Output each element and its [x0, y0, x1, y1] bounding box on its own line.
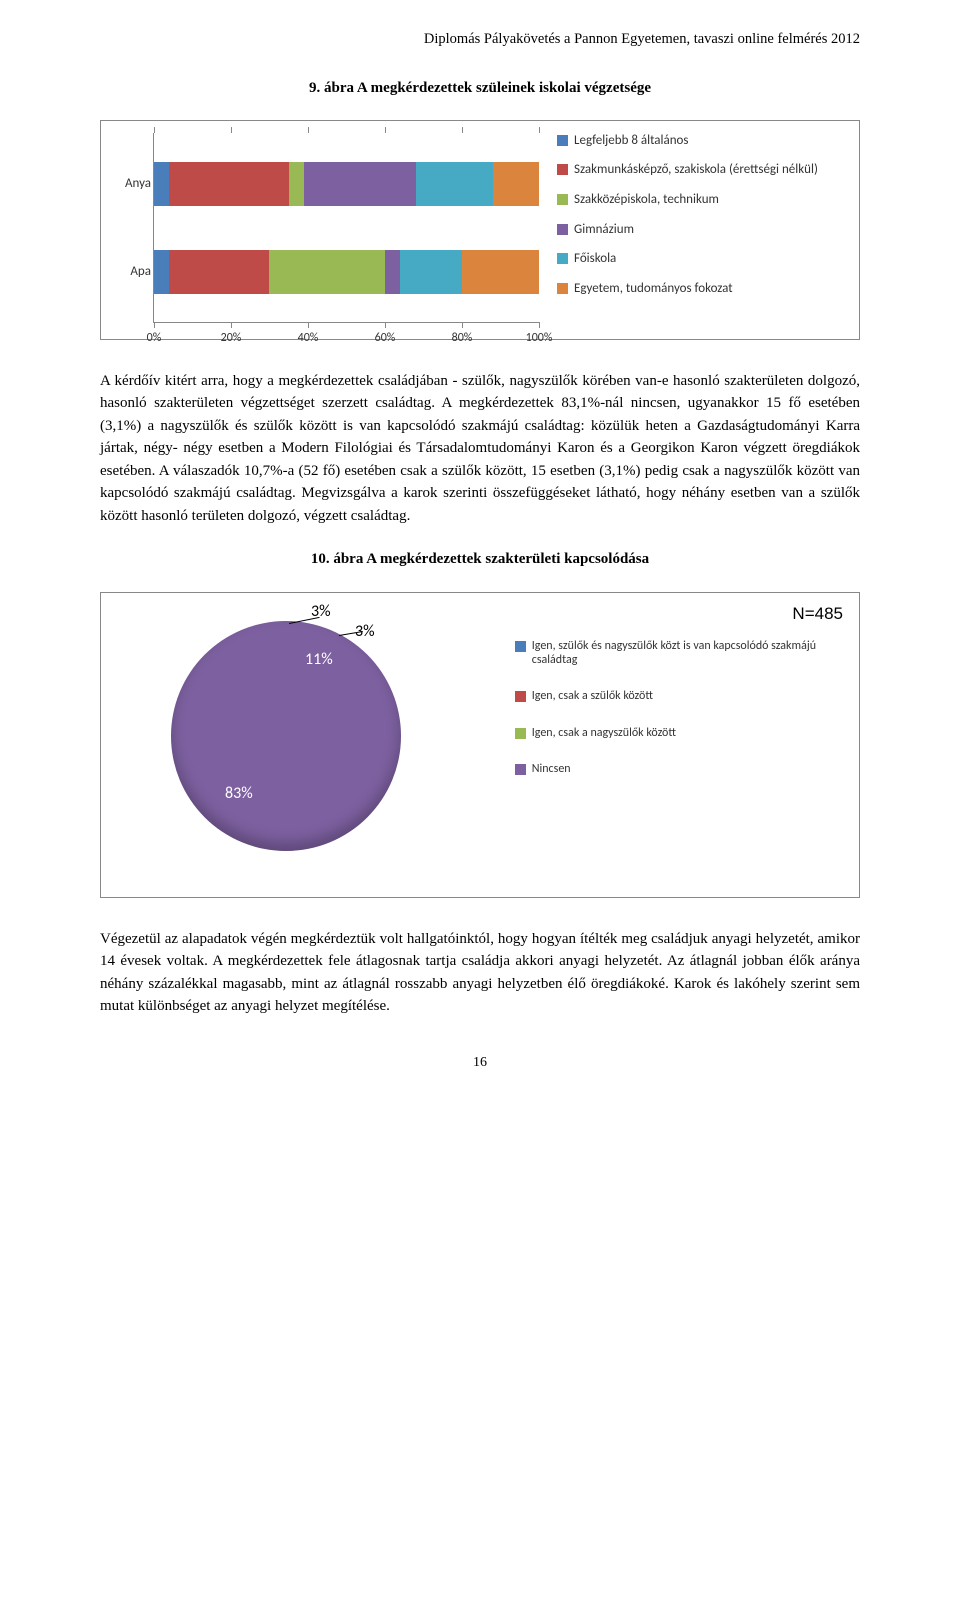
- bar-category-label: Apa: [111, 263, 151, 281]
- legend-label: Gimnázium: [574, 222, 849, 238]
- bar-segment: [304, 162, 416, 206]
- legend-label: Szakközépiskola, technikum: [574, 192, 849, 208]
- figure-10-title: 10. ábra A megkérdezettek szakterületi k…: [100, 549, 860, 569]
- paragraph-1: A kérdőív kitért arra, hogy a megkérdeze…: [100, 370, 860, 528]
- legend-item: Igen, csak a szülők között: [515, 689, 849, 703]
- legend-swatch: [557, 224, 568, 235]
- x-tick-label: 40%: [298, 330, 319, 346]
- pie-pct-3: 83%: [225, 783, 253, 805]
- pie-chart-plot-area: 3% 3% 11% 83%: [111, 603, 495, 863]
- bar-segment: [462, 250, 539, 294]
- x-tick-label: 20%: [221, 330, 242, 346]
- legend-item: Igen, szülők és nagyszülők közt is van k…: [515, 639, 849, 668]
- bar-segment: [385, 250, 400, 294]
- legend-label: Egyetem, tudományos fokozat: [574, 281, 849, 297]
- bar-segment: [269, 250, 385, 294]
- bar-category-label: Anya: [111, 175, 151, 193]
- bar-segment: [169, 250, 269, 294]
- legend-swatch: [557, 253, 568, 264]
- bar-segment: [289, 162, 304, 206]
- bar-chart-container: 0%20%40%60%80%100% AnyaApa Legfeljebb 8 …: [100, 120, 860, 340]
- bar-segment: [169, 162, 288, 206]
- legend-item: Igen, csak a nagyszülők között: [515, 726, 849, 740]
- legend-swatch: [557, 164, 568, 175]
- page-number: 16: [100, 1054, 860, 1073]
- legend-swatch: [557, 135, 568, 146]
- bar-segment: [493, 162, 539, 206]
- legend-item: Szakközépiskola, technikum: [557, 192, 849, 208]
- pie-chart-container: N=485 3% 3% 11% 83% Igen, szülők és nagy…: [100, 592, 860, 898]
- bar-chart-legend: Legfeljebb 8 általános Szakmunkásképző, s…: [557, 133, 849, 327]
- legend-item: Szakmunkásképző, szakiskola (érettségi n…: [557, 162, 849, 178]
- bar-segment: [154, 162, 169, 206]
- legend-label: Nincsen: [532, 762, 849, 776]
- x-tick-label: 0%: [147, 330, 162, 346]
- paragraph-2: Végezetül az alapadatok végén megkérdezt…: [100, 928, 860, 1018]
- pie-pct-1: 11%: [305, 649, 333, 671]
- legend-swatch: [515, 764, 526, 775]
- legend-item: Nincsen: [515, 762, 849, 776]
- stacked-bar: [154, 162, 539, 206]
- x-tick-label: 100%: [526, 330, 553, 346]
- figure-9-title: 9. ábra A megkérdezettek szüleinek iskol…: [100, 78, 860, 98]
- legend-label: Legfeljebb 8 általános: [574, 133, 849, 149]
- x-tick-label: 60%: [375, 330, 396, 346]
- stacked-bar: [154, 250, 539, 294]
- legend-item: Legfeljebb 8 általános: [557, 133, 849, 149]
- running-header: Diplomás Pályakövetés a Pannon Egyetemen…: [100, 30, 860, 50]
- legend-label: Főiskola: [574, 251, 849, 267]
- bar-segment: [154, 250, 169, 294]
- legend-swatch: [515, 728, 526, 739]
- pie-n-label: N=485: [792, 603, 843, 626]
- bar-segment: [416, 162, 493, 206]
- legend-swatch: [515, 641, 526, 652]
- legend-item: Egyetem, tudományos fokozat: [557, 281, 849, 297]
- legend-label: Igen, csak a nagyszülők között: [532, 726, 849, 740]
- pie-chart-legend: Igen, szülők és nagyszülők közt is van k…: [515, 603, 849, 799]
- bar-segment: [400, 250, 462, 294]
- x-tick-label: 80%: [452, 330, 473, 346]
- legend-swatch: [515, 691, 526, 702]
- legend-swatch: [557, 283, 568, 294]
- legend-label: Igen, szülők és nagyszülők közt is van k…: [532, 639, 849, 668]
- legend-label: Igen, csak a szülők között: [532, 689, 849, 703]
- legend-item: Főiskola: [557, 251, 849, 267]
- bar-chart-plot-area: 0%20%40%60%80%100% AnyaApa: [111, 133, 539, 327]
- legend-swatch: [557, 194, 568, 205]
- legend-item: Gimnázium: [557, 222, 849, 238]
- legend-label: Szakmunkásképző, szakiskola (érettségi n…: [574, 162, 849, 178]
